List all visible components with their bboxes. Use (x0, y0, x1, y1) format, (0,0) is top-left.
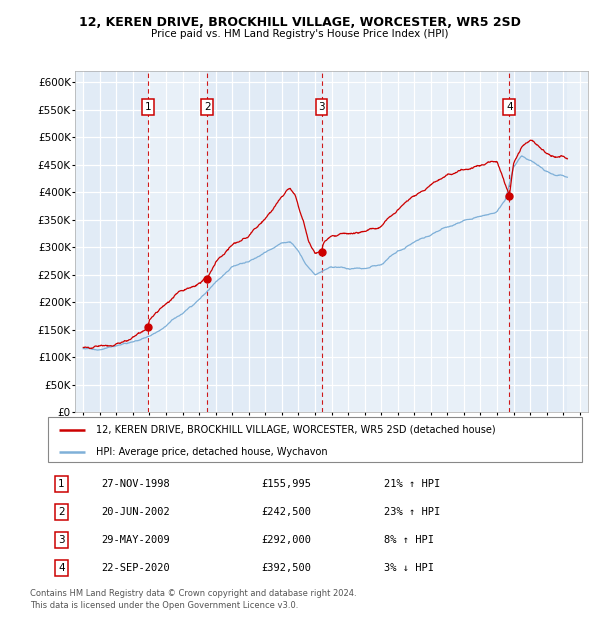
Bar (509, 71, 568, 412)
Text: 3: 3 (58, 535, 65, 545)
Text: 21% ↑ HPI: 21% ↑ HPI (385, 479, 440, 489)
Text: 1: 1 (145, 102, 151, 112)
Text: 29-MAY-2009: 29-MAY-2009 (101, 535, 170, 545)
Text: 22-SEP-2020: 22-SEP-2020 (101, 563, 170, 573)
Text: 20-JUN-2002: 20-JUN-2002 (101, 507, 170, 517)
Text: 2: 2 (204, 102, 211, 112)
Bar (83, 71, 148, 412)
Text: 12, KEREN DRIVE, BROCKHILL VILLAGE, WORCESTER, WR5 2SD (detached house): 12, KEREN DRIVE, BROCKHILL VILLAGE, WORC… (96, 425, 496, 435)
Text: This data is licensed under the Open Government Licence v3.0.: This data is licensed under the Open Gov… (30, 601, 298, 609)
Text: 3: 3 (318, 102, 325, 112)
Text: 8% ↑ HPI: 8% ↑ HPI (385, 535, 434, 545)
Text: 4: 4 (58, 563, 65, 573)
Text: £392,500: £392,500 (262, 563, 311, 573)
Text: 4: 4 (506, 102, 513, 112)
Text: £242,500: £242,500 (262, 507, 311, 517)
Text: 12, KEREN DRIVE, BROCKHILL VILLAGE, WORCESTER, WR5 2SD: 12, KEREN DRIVE, BROCKHILL VILLAGE, WORC… (79, 16, 521, 29)
Text: 1: 1 (58, 479, 65, 489)
Bar (208, 71, 322, 412)
Text: HPI: Average price, detached house, Wychavon: HPI: Average price, detached house, Wych… (96, 447, 328, 457)
Text: Price paid vs. HM Land Registry's House Price Index (HPI): Price paid vs. HM Land Registry's House … (151, 29, 449, 39)
Text: 2: 2 (58, 507, 65, 517)
Text: £155,995: £155,995 (262, 479, 311, 489)
Text: 3% ↓ HPI: 3% ↓ HPI (385, 563, 434, 573)
Text: £292,000: £292,000 (262, 535, 311, 545)
FancyBboxPatch shape (48, 417, 582, 462)
Text: Contains HM Land Registry data © Crown copyright and database right 2024.: Contains HM Land Registry data © Crown c… (30, 590, 356, 598)
Text: 23% ↑ HPI: 23% ↑ HPI (385, 507, 440, 517)
Text: 27-NOV-1998: 27-NOV-1998 (101, 479, 170, 489)
